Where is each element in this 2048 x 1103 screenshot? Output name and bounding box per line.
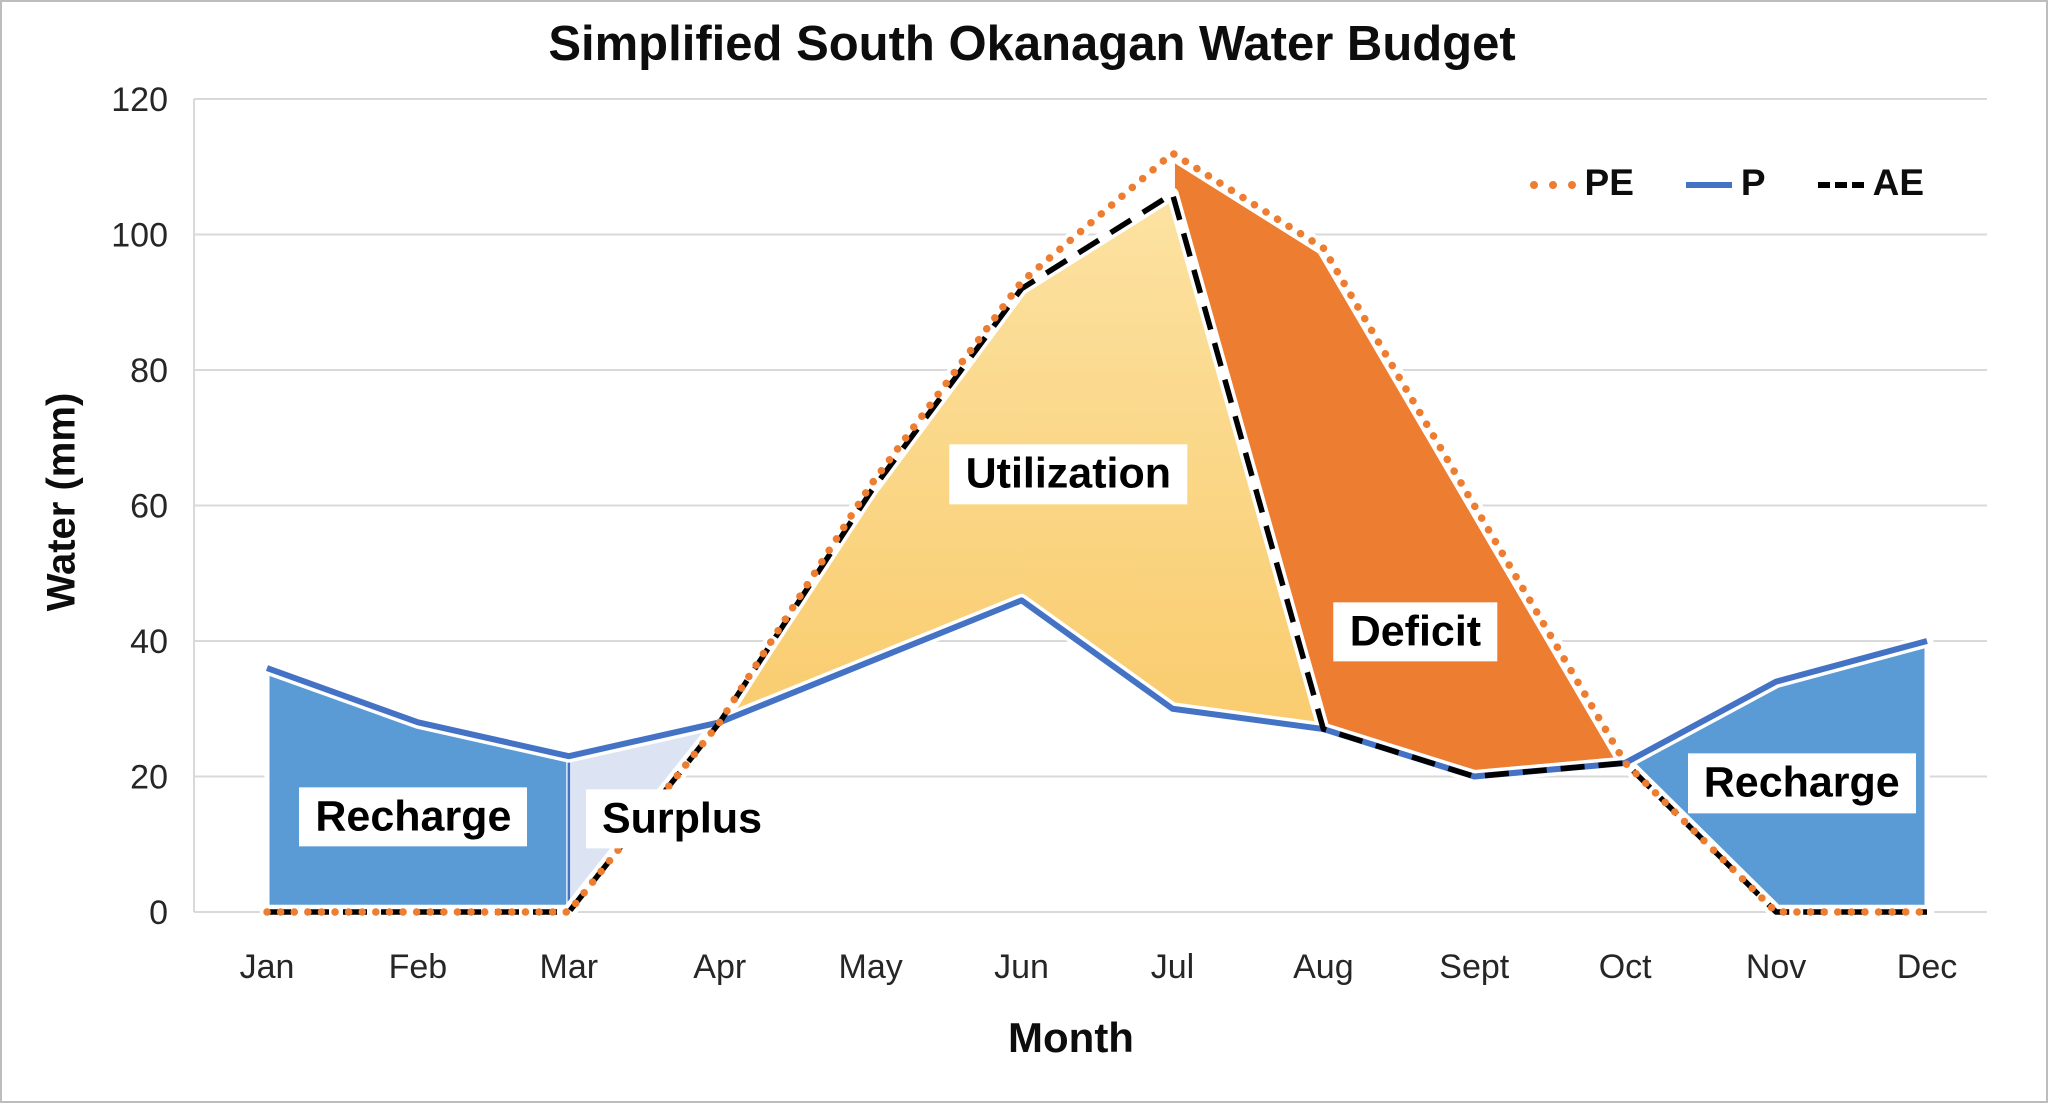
x-tick-label-dec: Dec [1897,948,1957,986]
region-label-utilization: Utilization [949,444,1188,504]
y-tick-label: 60 [130,488,168,526]
legend-item-pe: PE [1529,162,1634,204]
legend-label: PE [1584,162,1634,203]
series-ae-line [267,191,1927,915]
y-tick-label: 20 [130,759,168,797]
y-tick-label: 0 [149,894,168,932]
legend-item-p: P [1685,162,1766,204]
y-axis-title: Water (mm) [39,392,84,612]
x-tick-label-apr: Apr [693,948,746,986]
x-tick-label-jan: Jan [240,948,295,986]
x-tick-label-nov: Nov [1746,948,1806,986]
y-tick-label: 80 [130,352,168,390]
legend-label: P [1740,162,1766,203]
legend-swatch-dotted [1529,180,1576,189]
legend-swatch-solid [1685,181,1732,188]
y-tick-label: 120 [111,81,168,119]
chart-title: Simplified South Okanagan Water Budget [548,17,1516,71]
x-axis-title: Month [1008,1014,1134,1061]
series-p-line [265,597,1928,780]
legend-item-ae: AE [1817,162,1924,204]
region-label-deficit: Deficit [1333,602,1498,662]
legend-swatch-dashed [1817,181,1864,188]
x-tick-label-jun: Jun [994,948,1049,986]
region-label-recharge-right: Recharge [1687,753,1916,813]
x-tick-label-aug: Aug [1293,948,1354,986]
y-tick-label: 40 [130,623,168,661]
x-tick-label-may: May [839,948,903,986]
region-label-recharge-left: Recharge [299,787,528,847]
x-tick-label-mar: Mar [540,948,599,986]
x-tick-label-sept: Sept [1439,948,1509,986]
y-tick-label: 100 [111,217,168,255]
x-tick-label-oct: Oct [1599,948,1652,986]
x-tick-label-feb: Feb [389,948,448,986]
legend: PE P AE [1529,162,1924,204]
region-label-surplus: Surplus [585,789,779,849]
x-tick-label-jul: Jul [1151,948,1194,986]
legend-label: AE [1872,162,1924,203]
